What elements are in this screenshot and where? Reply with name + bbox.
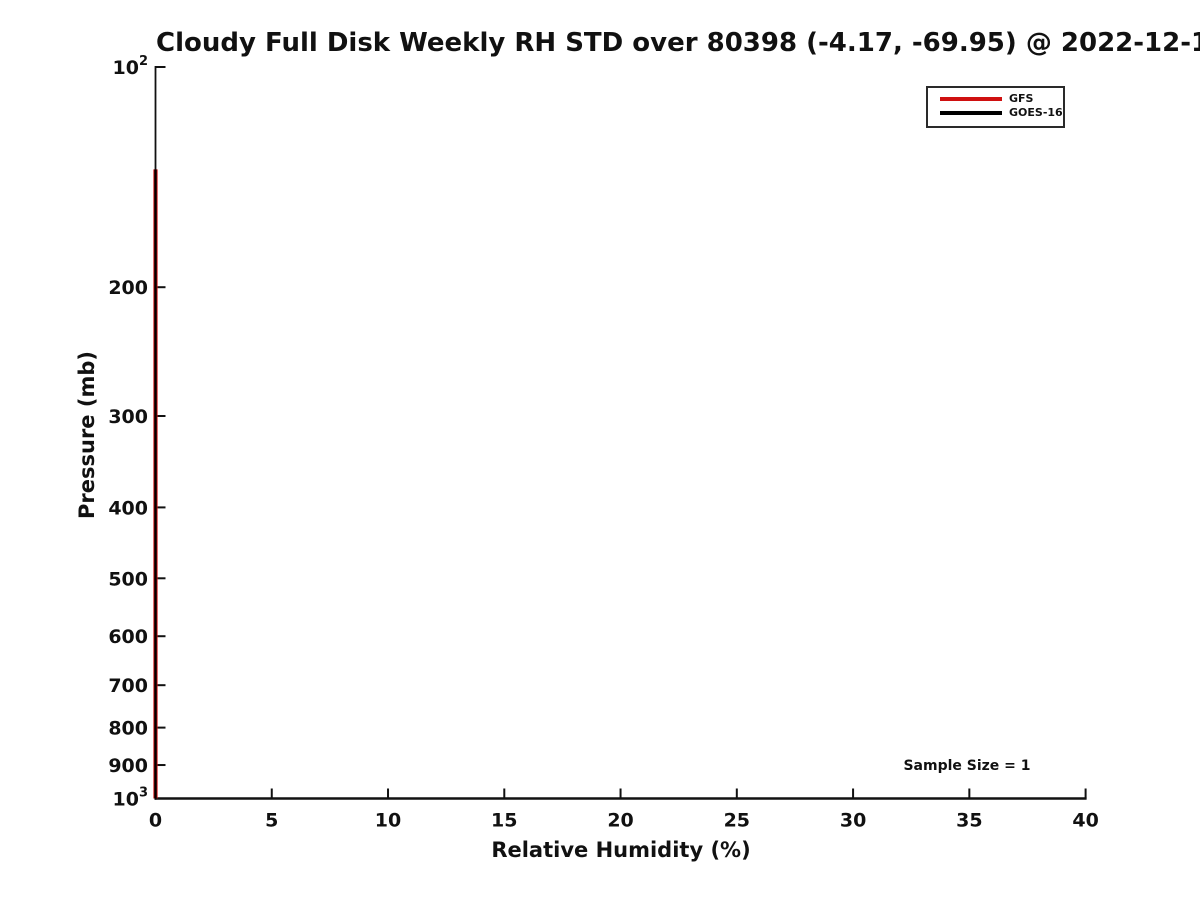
y-tick-label: 700 — [108, 675, 148, 697]
y-tick-label: 102 — [113, 54, 149, 79]
y-tick-label: 800 — [108, 718, 148, 740]
x-axis-label: Relative Humidity (%) — [491, 838, 751, 862]
legend-line-gfs — [940, 96, 1002, 101]
legend-label-gfs: GFS — [1009, 92, 1034, 105]
y-tick-label: 900 — [108, 755, 148, 777]
x-tick-label: 10 — [375, 810, 401, 832]
x-tick-label: 30 — [840, 810, 866, 832]
x-tick-label: 5 — [265, 810, 278, 832]
y-tick-label: 103 — [113, 786, 149, 811]
legend-entry-gfs: GFS — [940, 92, 1063, 105]
y-tick-label: 200 — [108, 277, 148, 299]
y-tick-label: 400 — [108, 497, 148, 519]
legend-label-goes16: GOES-16 — [1009, 106, 1063, 119]
y-tick-label: 500 — [108, 568, 148, 590]
y-tick-label: 300 — [108, 406, 148, 428]
x-tick-label: 20 — [607, 810, 633, 832]
legend: GFS GOES-16 — [926, 86, 1065, 128]
legend-line-goes16 — [940, 110, 1002, 115]
x-tick-label: 25 — [724, 810, 750, 832]
x-tick-label: 0 — [149, 810, 162, 832]
legend-entry-goes16: GOES-16 — [940, 106, 1063, 119]
x-tick-label: 15 — [491, 810, 517, 832]
chart-title: Cloudy Full Disk Weekly RH STD over 8039… — [156, 28, 1200, 58]
x-tick-label: 40 — [1072, 810, 1098, 832]
sample-size-annotation: Sample Size = 1 — [903, 758, 1031, 774]
x-tick-label: 35 — [956, 810, 982, 832]
y-tick-label: 600 — [108, 626, 148, 648]
